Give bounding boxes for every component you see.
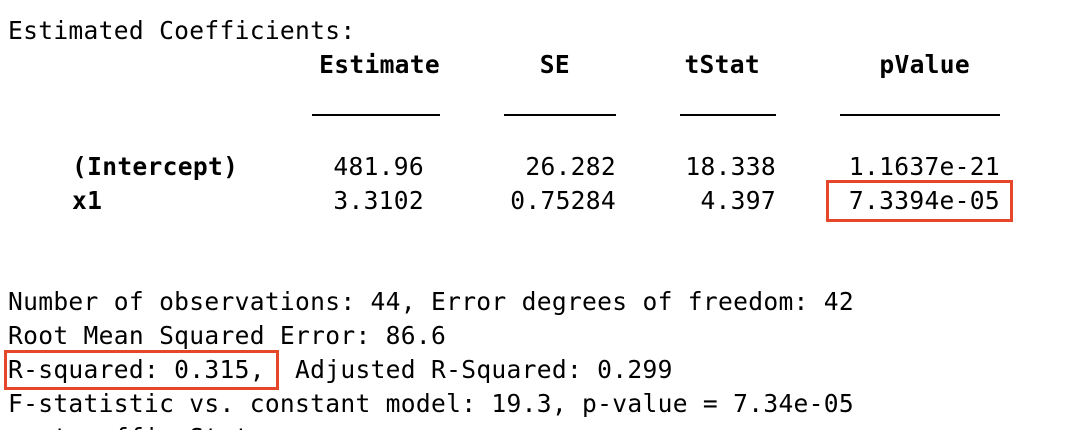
adjusted-rsquared-value: Adjusted R-Squared: 0.299 [264,355,673,384]
row-label-intercept: (Intercept) [72,152,239,181]
column-header-se: SE [539,50,570,79]
column-header-pvalue: pValue [879,50,970,79]
cell-intercept-tstat: 18.338 [685,152,776,181]
column-header-estimate: Estimate [319,50,440,79]
summary-rmse: Root Mean Squared Error: 86.6 [8,321,447,350]
cell-intercept-se: 26.282 [525,152,616,181]
column-header-tstat: tStat [684,50,760,79]
row-label-x1: x1 [72,186,103,215]
summary-cutoff-line: t ffi St t [8,421,250,430]
cell-x1-se: 0.75284 [510,186,616,215]
pvalue-highlight-box [826,180,1013,222]
summary-rsquared: R-squared: 0.315, Adjusted R-Squared: 0.… [8,353,673,387]
column-underline-estimate [312,114,440,116]
rsquared-highlight-box [4,350,279,390]
column-underline-se [504,114,616,116]
cell-x1-pvalue: 7.3394e-05 [848,186,1000,215]
rsquared-value: R-squared: 0.315, [8,355,265,384]
cell-intercept-pvalue: 1.1637e-21 [848,152,1000,181]
summary-observations: Number of observations: 44, Error degree… [8,287,854,316]
summary-fstatistic: F-statistic vs. constant model: 19.3, p-… [8,389,854,418]
column-underline-tstat [680,114,776,116]
cell-x1-estimate: 3.3102 [333,186,424,215]
cell-x1-tstat: 4.397 [700,186,776,215]
coefficients-title: Estimated Coefficients: [8,16,356,45]
column-underline-pvalue [840,114,1000,116]
cell-intercept-estimate: 481.96 [333,152,424,181]
